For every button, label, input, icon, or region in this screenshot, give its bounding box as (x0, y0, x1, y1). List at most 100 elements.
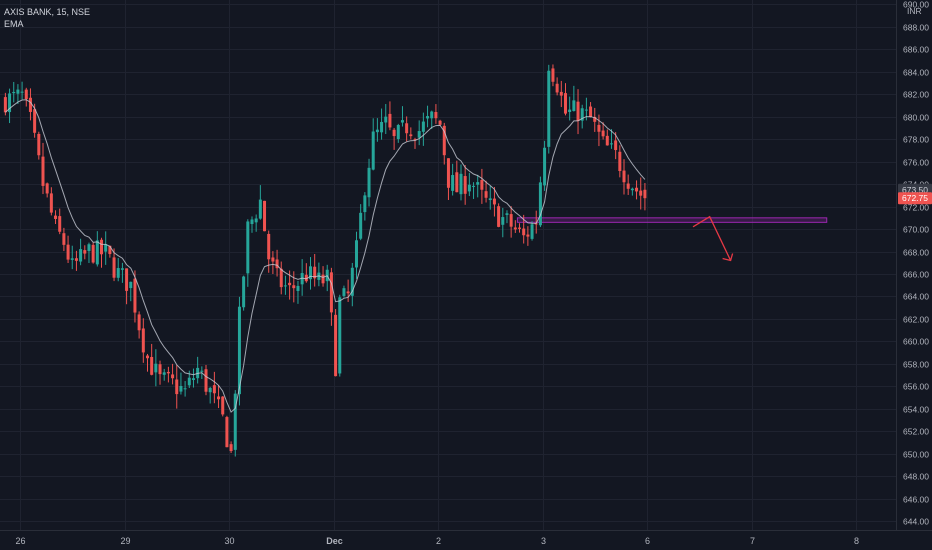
candle-body (421, 121, 425, 132)
candle-body (384, 116, 388, 123)
price-tick-label: 664.00 (903, 292, 929, 302)
candle-body (543, 147, 547, 186)
candle-body (116, 268, 120, 278)
candle (104, 231, 108, 265)
candle (66, 235, 70, 263)
candle (597, 114, 601, 147)
prev-price-tag-text: 673.50 (902, 185, 928, 195)
candle (275, 249, 279, 277)
candle (413, 137, 417, 149)
candle (283, 275, 287, 295)
candle (350, 262, 354, 307)
candle-body (488, 198, 492, 201)
candle-body (534, 223, 538, 225)
price-tick-label: 678.00 (903, 135, 929, 145)
candle-body (162, 372, 166, 375)
candle (313, 253, 317, 287)
candle (309, 257, 313, 290)
candle-body (233, 393, 237, 450)
candle (37, 131, 41, 160)
candle-body (622, 170, 626, 183)
candle-body (242, 276, 246, 308)
candle (100, 237, 104, 268)
candle-body (380, 121, 384, 133)
candle-body (79, 249, 83, 262)
candle-body (183, 388, 187, 390)
candle-body (426, 116, 430, 119)
candle (83, 245, 87, 260)
candle-body (288, 282, 292, 286)
support-zone-layer (516, 217, 828, 223)
candle-body (179, 385, 183, 392)
candle (233, 390, 237, 457)
chart-legend: AXIS BANK, 15, NSE EMA (4, 6, 90, 30)
candle-body (463, 176, 467, 194)
candle-body (8, 93, 12, 113)
candle (488, 186, 492, 210)
candle-body (49, 193, 53, 213)
candle-body (141, 328, 145, 353)
candle-body (405, 123, 409, 134)
candle-body (41, 156, 45, 186)
candle (137, 311, 141, 339)
candle-body (522, 228, 526, 236)
price-tick-label: 690.00 (903, 0, 929, 10)
candle-body (83, 250, 87, 254)
time-axis[interactable]: 26 29 30 Dec 2 3 6 7 8 (15, 536, 859, 546)
candle (271, 251, 275, 274)
candle-body (601, 130, 605, 137)
price-tick-label: 668.00 (903, 248, 929, 258)
candle-body (455, 172, 459, 193)
candle-body (563, 93, 567, 114)
candle-body (62, 233, 66, 245)
candle (267, 230, 271, 273)
candle-body (630, 188, 634, 191)
candle (593, 107, 597, 132)
indicator-label[interactable]: EMA (4, 19, 24, 29)
projection-path[interactable] (692, 215, 732, 261)
candle (568, 96, 572, 121)
candle (405, 116, 409, 142)
candle-body (413, 139, 417, 141)
candle-body (166, 371, 170, 374)
candle (225, 415, 229, 448)
candle-body (467, 184, 471, 192)
candle (384, 104, 388, 135)
symbol-title[interactable]: AXIS BANK, 15, NSE (4, 7, 91, 17)
candle-body (100, 239, 104, 255)
candle (133, 270, 137, 323)
price-tick-label: 680.00 (903, 113, 929, 123)
candle-body (388, 113, 392, 128)
candle-body (74, 258, 78, 261)
candle-body (208, 387, 212, 393)
candle (576, 89, 580, 135)
candle-body (87, 244, 91, 252)
candle-body (505, 213, 509, 215)
candle-body (580, 108, 584, 121)
candle (388, 101, 392, 131)
price-tick-label: 670.00 (903, 225, 929, 235)
candle-body (279, 268, 283, 288)
candle (563, 83, 567, 116)
candle (62, 227, 66, 252)
candle-body (375, 129, 379, 133)
time-tick-label: 8 (854, 536, 859, 546)
price-tick-label: 652.00 (903, 427, 929, 437)
candle (263, 200, 267, 232)
price-tick-label: 660.00 (903, 337, 929, 347)
candle (371, 118, 375, 171)
support-zone[interactable] (516, 217, 828, 223)
candle-body (526, 234, 530, 237)
price-axis[interactable]: 644.00 646.00 648.00 650.00 652.00 654.00 656.… (903, 0, 929, 527)
candle (20, 81, 24, 100)
candle (626, 174, 630, 195)
candle (58, 208, 62, 235)
candle (3, 92, 7, 116)
candle-body (476, 182, 480, 185)
candle-body (509, 214, 513, 227)
candle (480, 168, 484, 204)
candle (108, 245, 112, 258)
time-tick-label: 30 (224, 536, 234, 546)
price-tick-label: 656.00 (903, 382, 929, 392)
